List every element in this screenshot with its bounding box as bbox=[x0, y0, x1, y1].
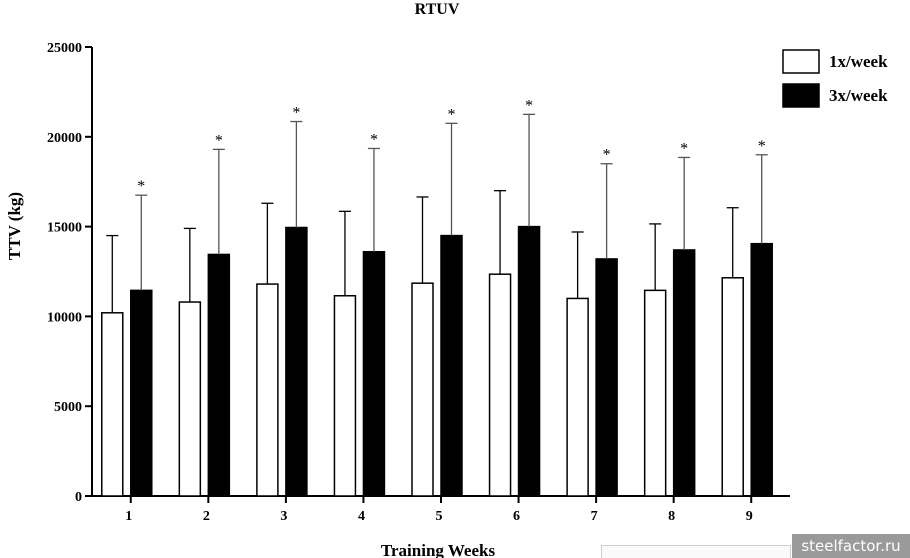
bar-3x-week bbox=[672, 249, 696, 497]
bar-1x-week bbox=[566, 297, 589, 497]
bar-3x-week bbox=[750, 242, 773, 497]
significance-star: * bbox=[448, 106, 456, 123]
y-tick-label: 15000 bbox=[47, 221, 82, 236]
chart-title: RTUV bbox=[415, 1, 460, 18]
x-tick-label: 4 bbox=[358, 509, 365, 524]
y-tick-label: 5000 bbox=[54, 400, 82, 415]
bar-3x-week bbox=[595, 258, 618, 497]
y-axis-label: TTV (kg) bbox=[5, 192, 24, 260]
blank-box bbox=[601, 545, 791, 558]
x-tick-label: 1 bbox=[125, 509, 132, 524]
x-tick-label: 7 bbox=[591, 509, 598, 524]
x-axis-label: Training Weeks bbox=[381, 541, 496, 558]
legend-label: 3x/week bbox=[829, 86, 888, 105]
bar-1x-week bbox=[411, 282, 434, 497]
bar-1x-week bbox=[643, 289, 667, 497]
bar-3x-week bbox=[362, 250, 386, 497]
bar-1x-week bbox=[256, 283, 279, 497]
y-tick-label: 10000 bbox=[47, 310, 82, 325]
y-ticks: 0 5000 10000 15000 20000 25000 bbox=[47, 41, 92, 505]
y-tick-label: 20000 bbox=[47, 131, 82, 146]
bar-1x-week bbox=[488, 273, 512, 497]
x-tick-label: 5 bbox=[436, 509, 443, 524]
legend-swatch bbox=[782, 83, 820, 108]
x-ticks: 1 2 3 4 5 6 7 8 9 bbox=[125, 496, 753, 524]
significance-star: * bbox=[215, 132, 223, 149]
bar-3x-week bbox=[517, 225, 541, 497]
legend-swatch bbox=[782, 49, 820, 74]
bars bbox=[101, 225, 773, 497]
bar-1x-week bbox=[721, 277, 744, 497]
watermark: steelfactor.ru bbox=[792, 534, 910, 558]
y-tick-label: 25000 bbox=[47, 41, 82, 56]
legend-label: 1x/week bbox=[829, 52, 888, 71]
significance-star: * bbox=[680, 140, 688, 157]
bar-3x-week bbox=[440, 234, 463, 497]
bar-1x-week bbox=[101, 312, 124, 497]
x-tick-label: 8 bbox=[668, 509, 675, 524]
error-bars bbox=[106, 113, 768, 313]
significance-star: * bbox=[292, 105, 300, 122]
x-tick-label: 3 bbox=[280, 509, 287, 524]
bar-1x-week bbox=[333, 294, 357, 497]
y-tick-label: 0 bbox=[75, 490, 82, 505]
bar-3x-week bbox=[130, 289, 153, 497]
bar-3x-week bbox=[207, 253, 231, 497]
legend: 1x/week 3x/week bbox=[782, 49, 888, 108]
significance-star: * bbox=[603, 147, 611, 164]
significance-markers: * * * * * * * * * bbox=[137, 97, 765, 195]
significance-star: * bbox=[370, 131, 378, 148]
x-tick-label: 9 bbox=[746, 509, 753, 524]
x-tick-label: 2 bbox=[203, 509, 210, 524]
bar-1x-week bbox=[178, 301, 202, 497]
significance-star: * bbox=[758, 138, 766, 155]
significance-star: * bbox=[525, 97, 533, 114]
x-tick-label: 6 bbox=[513, 509, 520, 524]
bar-3x-week bbox=[285, 226, 308, 497]
significance-star: * bbox=[137, 178, 145, 195]
